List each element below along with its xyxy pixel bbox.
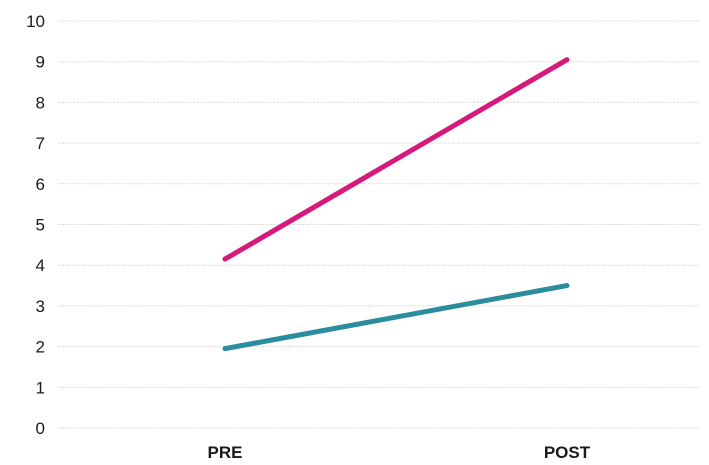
x-tick-label-post: POST — [544, 443, 591, 462]
y-tick-label: 8 — [36, 93, 45, 112]
x-tick-label-pre: PRE — [208, 443, 243, 462]
y-tick-label: 0 — [36, 419, 45, 438]
y-tick-label: 7 — [36, 134, 45, 153]
x-axis-ticks: PRE POST — [208, 443, 591, 462]
y-tick-label: 4 — [36, 256, 45, 275]
gridlines — [58, 20, 700, 429]
y-tick-label: 3 — [36, 297, 45, 316]
y-tick-label: 1 — [36, 378, 45, 397]
y-tick-label: 10 — [26, 12, 45, 31]
y-tick-label: 6 — [36, 175, 45, 194]
y-tick-label: 9 — [36, 53, 45, 72]
series-line-2 — [222, 283, 570, 352]
y-axis-ticks: 0 1 2 3 4 5 6 7 8 9 10 — [26, 12, 45, 438]
series-lines — [222, 57, 570, 352]
y-tick-label: 5 — [36, 216, 45, 235]
y-tick-label: 2 — [36, 338, 45, 357]
series-line-1 — [222, 57, 570, 262]
